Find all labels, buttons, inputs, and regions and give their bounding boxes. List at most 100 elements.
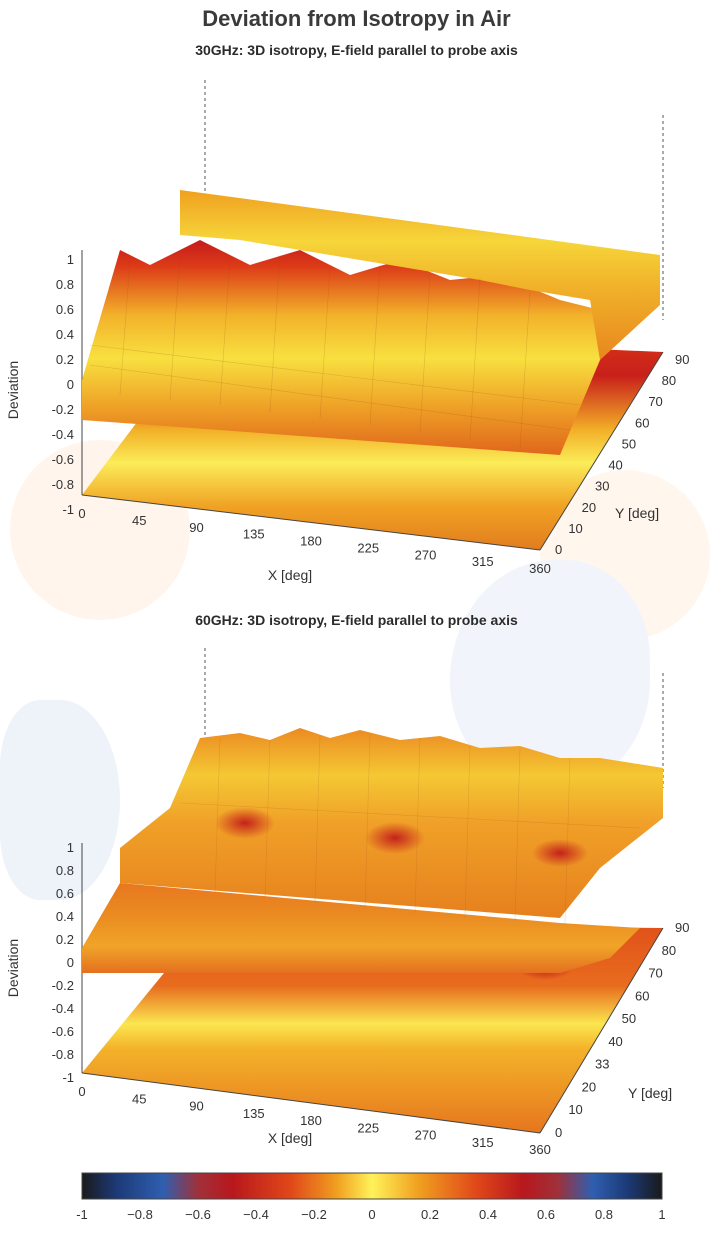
x-tick-label: 135: [243, 1106, 265, 1121]
x-tick-label: 180: [300, 1113, 322, 1128]
y-axis-label: Y [deg]: [628, 1085, 672, 1101]
x-tick-labels: 0 45 90 135 180 225 270 315 360: [78, 1084, 550, 1157]
y-tick-label: 33: [595, 1057, 609, 1072]
figure-title: Deviation from Isotropy in Air: [202, 6, 511, 31]
y-tick-label: 70: [648, 966, 662, 981]
y-tick-label: 70: [648, 394, 662, 409]
y-tick-label: 90: [675, 352, 689, 367]
z-tick-label: -1: [62, 1070, 74, 1085]
surface-plot-60ghz: -1 -0.8 -0.6 -0.4 -0.2 0 0.2 0.4 0.6 0.8 1 Deviati…: [5, 648, 689, 1157]
surface-ridge: [82, 883, 640, 973]
z-tick-label: 0.6: [56, 302, 74, 317]
z-tick-label: -0.6: [52, 452, 74, 467]
chart-title-60ghz: 60GHz: 3D isotropy, E-field parallel to …: [195, 612, 518, 628]
z-tick-label: 1: [67, 252, 74, 267]
surface-ridge: [82, 240, 620, 455]
surface-mesh: [179, 733, 641, 925]
z-tick-labels: -1 -0.8 -0.6 -0.4 -0.2 0 0.2 0.4 0.6 0.8 1: [52, 840, 74, 1085]
y-tick-label: 90: [675, 920, 689, 935]
surface-mesh: [89, 249, 581, 449]
z-tick-label: -1: [62, 502, 74, 517]
y-tick-label: 0: [555, 1125, 562, 1140]
y-tick-label: 10: [568, 1102, 582, 1117]
x-tick-label: 0: [78, 1084, 85, 1099]
x-tick-label: 315: [472, 554, 494, 569]
y-axis-label: Y [deg]: [615, 505, 659, 521]
x-axis-label: X [deg]: [268, 1130, 312, 1146]
surface-plot-30ghz: -1 -0.8 -0.6 -0.4 -0.2 0 0.2 0.4 0.6 0.8 1 Deviati…: [5, 80, 689, 583]
z-tick-label: 1: [67, 840, 74, 855]
x-axis-line: [81, 1072, 541, 1134]
x-tick-label: 270: [415, 547, 437, 562]
colorbar-tick-label: 1: [658, 1207, 665, 1222]
x-tick-label: 90: [189, 520, 203, 535]
z-tick-label: -0.4: [52, 427, 74, 442]
z-tick-label: -0.8: [52, 477, 74, 492]
y-tick-label: 10: [568, 521, 582, 536]
background-shape: [0, 700, 120, 900]
z-axis-label: Deviation: [5, 361, 21, 419]
y-tick-label: 40: [608, 1034, 622, 1049]
y-axis-line: [539, 351, 664, 551]
x-tick-label: 225: [357, 540, 379, 555]
y-tick-label: 0: [555, 542, 562, 557]
z-tick-label: -0.6: [52, 1024, 74, 1039]
z-tick-label: 0: [67, 955, 74, 970]
y-tick-label: 40: [608, 458, 622, 473]
colorbar-tick-label: −0.6: [185, 1207, 211, 1222]
surface-floor: [82, 923, 663, 1133]
x-tick-label: 225: [357, 1120, 379, 1135]
z-tick-label: -0.8: [52, 1047, 74, 1062]
x-tick-label: 135: [243, 527, 265, 542]
z-axis-label: Deviation: [5, 939, 21, 997]
colorbar-tick-label: 0.4: [479, 1207, 497, 1222]
z-tick-label: -0.4: [52, 1001, 74, 1016]
colorbar-tick-label: −0.8: [127, 1207, 153, 1222]
z-tick-label: 0.2: [56, 932, 74, 947]
x-tick-label: 360: [529, 561, 551, 576]
y-tick-label: 30: [595, 479, 609, 494]
x-tick-label: 90: [189, 1099, 203, 1114]
colorbar-tick-labels: -1 −0.8 −0.6 −0.4 −0.2 0 0.2 0.4 0.6 0.8 1: [76, 1207, 665, 1222]
colorbar-gradient: [81, 1172, 663, 1200]
colorbar-tick-label: 0.2: [421, 1207, 439, 1222]
chart-title-30ghz: 30GHz: 3D isotropy, E-field parallel to …: [195, 42, 518, 58]
x-tick-label: 270: [415, 1128, 437, 1143]
surface-hotspot: [532, 839, 588, 867]
z-tick-label: 0.8: [56, 863, 74, 878]
colorbar-tick-label: −0.2: [301, 1207, 327, 1222]
y-tick-label: 20: [582, 500, 596, 515]
x-tick-label: 360: [529, 1142, 551, 1157]
colorbar-tick-label: 0: [368, 1207, 375, 1222]
colorbar: -1 −0.8 −0.6 −0.4 −0.2 0 0.2 0.4 0.6 0.8 1: [0, 1165, 713, 1235]
y-tick-label: 20: [582, 1079, 596, 1094]
y-tick-label: 50: [622, 436, 636, 451]
y-tick-label: 80: [662, 943, 676, 958]
colorbar-tick-label: -1: [76, 1207, 88, 1222]
surface-plateau: [180, 190, 660, 360]
y-tick-label: 60: [635, 988, 649, 1003]
colorbar-tick-label: −0.4: [243, 1207, 269, 1222]
surface-hotspot: [365, 822, 425, 854]
x-tick-label: 45: [132, 513, 146, 528]
z-tick-label: 0: [67, 377, 74, 392]
x-axis-line: [81, 494, 541, 551]
y-tick-label: 60: [635, 415, 649, 430]
y-tick-label: 80: [662, 373, 676, 388]
colorbar-tick-label: 0.6: [537, 1207, 555, 1222]
z-tick-labels: -1 -0.8 -0.6 -0.4 -0.2 0 0.2 0.4 0.6 0.8 1: [52, 252, 74, 517]
y-tick-label: 50: [622, 1011, 636, 1026]
z-tick-label: 0.4: [56, 909, 74, 924]
x-tick-label: 45: [132, 1091, 146, 1106]
x-tick-label: 0: [78, 506, 85, 521]
z-tick-label: 0.4: [56, 327, 74, 342]
x-tick-labels: 0 45 90 135 180 225 270 315 360: [78, 506, 550, 576]
z-tick-label: -0.2: [52, 978, 74, 993]
x-tick-label: 315: [472, 1135, 494, 1150]
x-tick-label: 180: [300, 534, 322, 549]
colorbar-tick-label: 0.8: [595, 1207, 613, 1222]
z-tick-label: 0.2: [56, 352, 74, 367]
y-axis-line: [539, 927, 664, 1134]
